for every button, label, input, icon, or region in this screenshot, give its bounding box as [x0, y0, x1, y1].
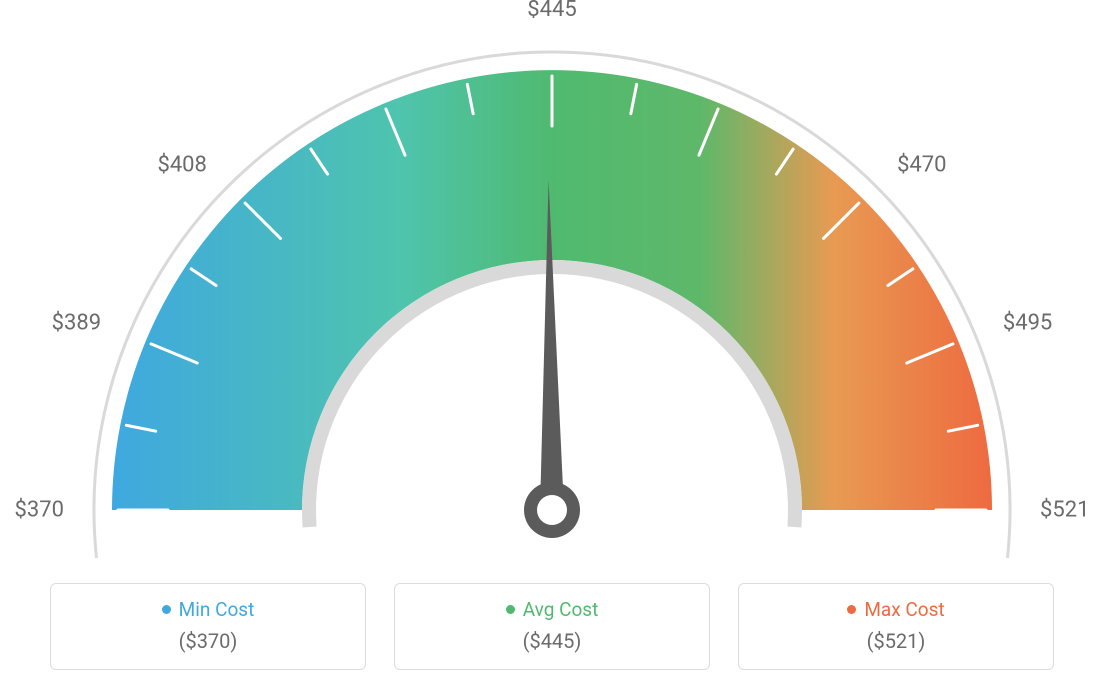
legend-value-max: ($521): [749, 629, 1043, 653]
legend-card-min: Min Cost ($370): [50, 583, 366, 670]
dot-icon: [847, 605, 856, 614]
legend-title-min: Min Cost: [162, 598, 255, 621]
gauge-tick-label: $445: [527, 0, 576, 22]
legend-value-avg: ($445): [405, 629, 699, 653]
gauge-chart: $370 $389 $408 $445 $470 $495 $521: [0, 0, 1104, 560]
legend-title-max: Max Cost: [847, 598, 944, 621]
gauge-tick-label: $389: [52, 311, 101, 336]
gauge-svg: [52, 0, 1052, 560]
gauge-tick-label: $521: [1040, 498, 1089, 523]
dot-icon: [506, 605, 515, 614]
legend-row: Min Cost ($370) Avg Cost ($445) Max Cost…: [50, 583, 1054, 670]
legend-card-avg: Avg Cost ($445): [394, 583, 710, 670]
legend-title-text: Max Cost: [864, 598, 944, 621]
legend-title-text: Min Cost: [179, 598, 255, 621]
gauge-tick-label: $495: [1003, 311, 1052, 336]
legend-title-text: Avg Cost: [523, 598, 599, 621]
legend-value-min: ($370): [61, 629, 355, 653]
legend-card-max: Max Cost ($521): [738, 583, 1054, 670]
dot-icon: [162, 605, 171, 614]
gauge-tick-label: $370: [15, 498, 64, 523]
gauge-tick-label: $470: [897, 152, 946, 177]
legend-title-avg: Avg Cost: [506, 598, 599, 621]
gauge-tick-label: $408: [157, 152, 206, 177]
